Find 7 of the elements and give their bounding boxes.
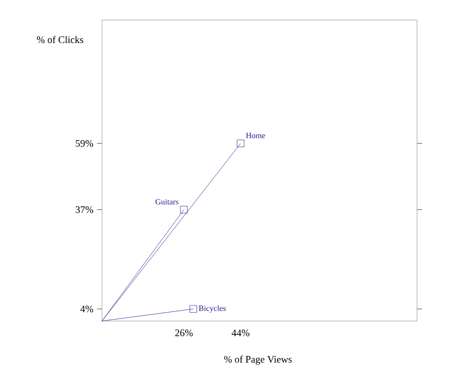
- y-axis-title: % of Clicks: [36, 36, 84, 44]
- x-axis-title: % of Page Views: [224, 356, 292, 365]
- y-tick-label: 4%: [80, 306, 94, 312]
- x-tick-label: 44%: [232, 330, 250, 336]
- x-tick-label: 26%: [175, 330, 193, 336]
- y-tick-label: 59%: [76, 140, 94, 147]
- y-tick-label: 37%: [76, 206, 94, 213]
